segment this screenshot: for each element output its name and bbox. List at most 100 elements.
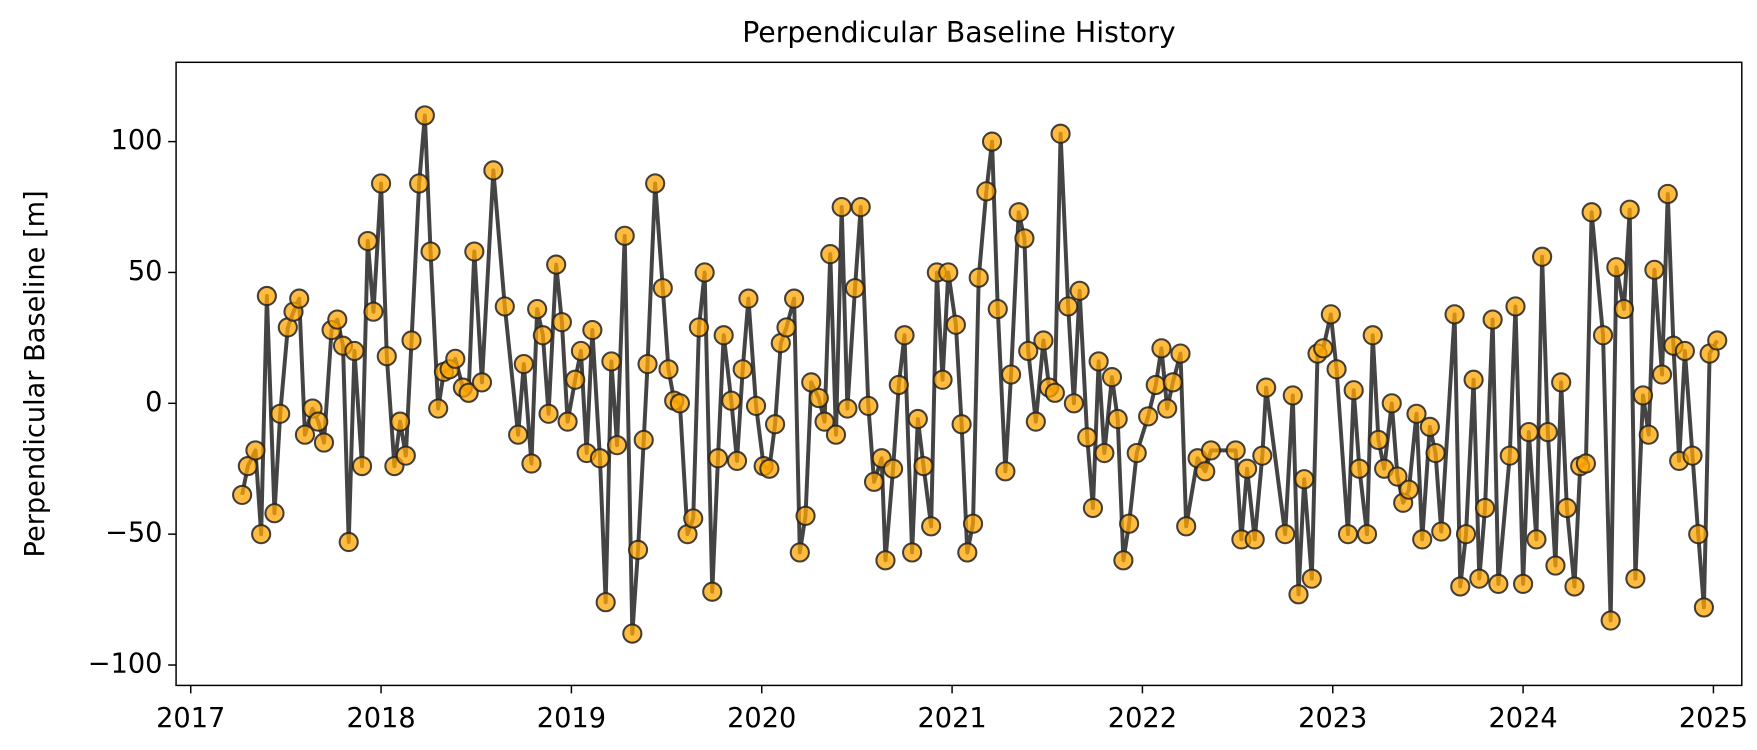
x-tick-label: 2019	[537, 703, 606, 734]
data-point	[825, 424, 847, 445]
data-point	[1419, 416, 1440, 437]
data-point	[1613, 299, 1635, 320]
data-point	[294, 424, 316, 445]
data-point	[1526, 529, 1547, 550]
data-point	[1431, 521, 1452, 542]
data-point	[1119, 513, 1140, 534]
data-point	[1069, 280, 1090, 301]
data-point	[1682, 445, 1703, 466]
y-tick-label: −100	[88, 649, 163, 680]
data-point	[1033, 330, 1054, 351]
data-point	[1138, 406, 1159, 427]
data-point	[858, 395, 879, 417]
data-point	[614, 225, 635, 246]
data-point	[1450, 576, 1471, 597]
data-point	[1014, 228, 1035, 249]
data-point	[1406, 403, 1427, 424]
data-point	[1326, 359, 1347, 380]
data-point	[837, 398, 858, 419]
data-point	[745, 395, 767, 417]
x-tick-label: 2020	[727, 703, 796, 734]
x-tick-label: 2018	[346, 703, 415, 734]
y-tick-label: 100	[111, 125, 163, 156]
data-point	[1592, 325, 1614, 346]
data-point	[732, 359, 753, 380]
data-point	[582, 319, 603, 341]
data-point	[289, 288, 310, 309]
data-point	[633, 429, 654, 451]
data-point	[546, 254, 567, 275]
data-point	[1474, 497, 1496, 519]
data-point	[1170, 343, 1191, 364]
data-point	[1145, 374, 1166, 396]
data-point	[913, 456, 934, 477]
data-point	[344, 340, 365, 362]
data-point	[1674, 340, 1695, 362]
data-point	[1625, 568, 1646, 589]
data-point	[987, 299, 1008, 320]
data-point	[1063, 393, 1084, 414]
data-point	[789, 542, 810, 563]
data-point	[627, 539, 649, 560]
data-point	[1518, 422, 1539, 443]
data-point	[589, 448, 611, 469]
data-point	[702, 581, 723, 602]
x-tick-label: 2023	[1298, 703, 1367, 734]
data-point	[1575, 453, 1596, 474]
data-point	[1455, 524, 1477, 545]
data-point	[907, 408, 928, 430]
data-point	[327, 309, 348, 330]
data-point	[601, 351, 622, 372]
data-point	[1113, 550, 1134, 571]
data-point	[607, 435, 628, 456]
data-point	[551, 312, 572, 333]
data-point	[1252, 445, 1273, 466]
data-point	[645, 173, 666, 194]
data-point	[1237, 458, 1258, 479]
data-point	[1444, 304, 1465, 325]
data-point	[726, 450, 748, 471]
data-point	[428, 398, 449, 419]
data-point	[1412, 529, 1433, 550]
data-point	[1688, 524, 1709, 545]
data-point	[1564, 576, 1585, 597]
y-tick-label: 50	[128, 256, 163, 287]
data-point	[513, 353, 534, 375]
x-tick-label: 2017	[156, 703, 225, 734]
data-point	[414, 105, 435, 126]
data-point	[1619, 199, 1640, 220]
x-tick-label: 2024	[1488, 703, 1557, 734]
data-point	[409, 173, 430, 194]
data-point	[1294, 469, 1315, 490]
data-point	[976, 181, 997, 202]
data-point	[1551, 372, 1572, 393]
data-point	[637, 353, 658, 375]
data-point	[1107, 408, 1128, 430]
data-point	[1018, 340, 1039, 362]
data-point	[357, 230, 378, 252]
data-point	[784, 288, 805, 309]
data-point	[1381, 393, 1402, 414]
x-tick-label: 2025	[1679, 703, 1748, 734]
data-point	[1176, 516, 1197, 537]
data-point	[713, 325, 734, 346]
data-point	[1101, 367, 1123, 388]
data-point	[1058, 296, 1079, 317]
data-point	[338, 531, 359, 553]
data-point	[532, 325, 553, 346]
data-point	[776, 317, 797, 338]
data-point	[1398, 479, 1419, 500]
data-point	[1644, 259, 1665, 280]
data-point	[1693, 597, 1714, 618]
data-point	[1025, 411, 1046, 432]
data-point	[395, 445, 416, 466]
data-point	[894, 325, 915, 346]
data-point	[521, 453, 542, 474]
data-point	[652, 278, 673, 299]
y-tick-label: 0	[145, 387, 162, 418]
data-point	[1657, 183, 1678, 205]
data-point	[1151, 338, 1172, 359]
data-point	[245, 440, 266, 461]
data-point	[1094, 442, 1115, 464]
